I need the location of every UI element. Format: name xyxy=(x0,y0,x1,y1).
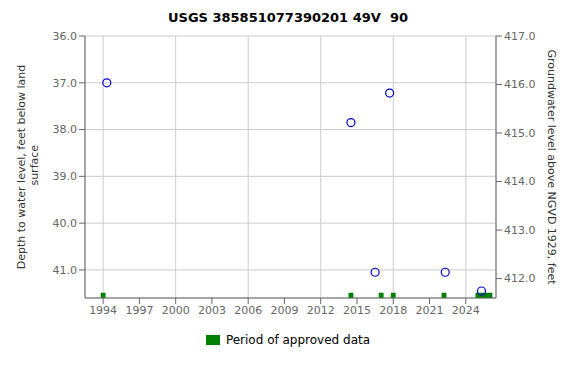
svg-text:1994: 1994 xyxy=(89,304,117,317)
svg-text:415.0: 415.0 xyxy=(504,127,536,140)
svg-text:412.0: 412.0 xyxy=(504,272,536,285)
svg-text:36.0: 36.0 xyxy=(53,30,78,43)
svg-text:2021: 2021 xyxy=(416,304,444,317)
svg-text:2015: 2015 xyxy=(343,304,371,317)
svg-text:2018: 2018 xyxy=(379,304,407,317)
svg-text:414.0: 414.0 xyxy=(504,175,536,188)
svg-text:38.0: 38.0 xyxy=(53,123,78,136)
svg-text:Depth to water level, feet bel: Depth to water level, feet below land su… xyxy=(15,65,41,270)
svg-text:Groundwater level above NGVD 1: Groundwater level above NGVD 1929, feet xyxy=(545,49,558,285)
svg-text:2003: 2003 xyxy=(198,304,226,317)
svg-text:2006: 2006 xyxy=(234,304,262,317)
svg-text:2000: 2000 xyxy=(162,304,190,317)
svg-text:40.0: 40.0 xyxy=(53,217,78,230)
svg-text:37.0: 37.0 xyxy=(53,77,78,90)
svg-text:2012: 2012 xyxy=(307,304,335,317)
svg-text:39.0: 39.0 xyxy=(53,170,78,183)
html-text:USGS 385851077390201 49V 90: USGS 385851077390201 49V 90 xyxy=(168,10,408,25)
svg-text:41.0: 41.0 xyxy=(53,264,78,277)
svg-text:417.0: 417.0 xyxy=(504,30,536,43)
svg-text:416.0: 416.0 xyxy=(504,78,536,91)
svg-text:2024: 2024 xyxy=(452,304,480,317)
html-text:Period of approved data: Period of approved data xyxy=(225,333,371,347)
svg-text:1997: 1997 xyxy=(125,304,153,317)
svg-text:413.0: 413.0 xyxy=(504,224,536,237)
svg-text:2009: 2009 xyxy=(270,304,298,317)
